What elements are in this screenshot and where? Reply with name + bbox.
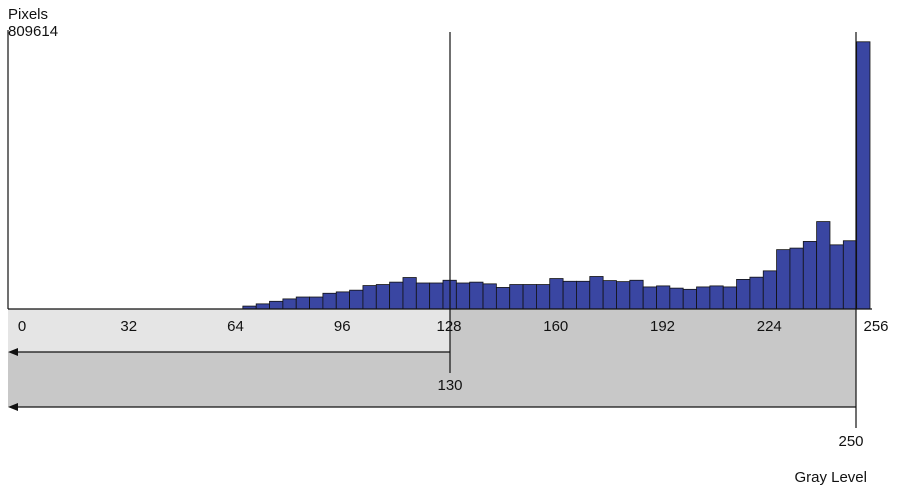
histogram-bar	[509, 284, 524, 310]
x-axis-label: Gray Level	[794, 469, 867, 486]
histogram-bar	[522, 284, 537, 310]
histogram-bar	[629, 279, 644, 310]
x-tick-labels: 0 32 64 96 128 160 192 224 256	[18, 318, 889, 335]
threshold-arrow-2-head	[8, 403, 18, 411]
x-tick-label: 64	[227, 318, 244, 335]
histogram-bar	[709, 285, 724, 310]
band-upper-light	[8, 309, 450, 352]
histogram-bar	[375, 284, 391, 310]
histogram-bar	[722, 286, 737, 310]
y-max-label: 809614	[8, 23, 58, 40]
x-tick-label: 32	[120, 318, 137, 335]
histogram-bar	[856, 41, 871, 310]
x-tick-label: 96	[334, 318, 351, 335]
histogram-bar	[389, 281, 404, 310]
histogram-bar	[482, 283, 497, 310]
histogram-bar	[562, 280, 577, 310]
histogram-bar	[762, 270, 777, 310]
x-tick-label: 224	[757, 318, 782, 335]
histogram-bar	[549, 278, 564, 310]
histogram-bar	[789, 247, 804, 310]
histogram-bar	[536, 284, 551, 310]
histogram-bar	[589, 276, 604, 310]
histogram-bar	[429, 282, 444, 310]
histogram-bar	[402, 277, 417, 310]
histogram-bar	[736, 279, 751, 310]
histogram-bar	[322, 292, 337, 310]
histogram-bar	[829, 244, 844, 310]
histogram-bar	[362, 285, 377, 310]
threshold-label-1: 130	[437, 377, 462, 394]
x-tick-label: 128	[436, 318, 461, 335]
histogram-bar	[802, 241, 818, 310]
histogram-bar	[749, 276, 764, 310]
histogram-bar	[682, 288, 697, 310]
histogram-bar	[255, 303, 270, 310]
histogram-bar	[469, 281, 484, 310]
histogram-bar	[282, 298, 297, 310]
histogram-bar	[295, 296, 310, 310]
histogram-bar	[349, 289, 364, 310]
histogram-bar	[616, 281, 631, 310]
x-tick-label: 192	[650, 318, 675, 335]
y-axis-label: Pixels	[8, 6, 48, 23]
threshold-arrow-1-head	[8, 348, 18, 356]
band-upper-dark	[450, 309, 856, 352]
histogram-bar	[495, 287, 511, 310]
histogram-bar	[602, 280, 617, 310]
histogram-bar	[269, 300, 284, 310]
x-tick-label: 256	[863, 318, 888, 335]
histogram-bar	[656, 285, 671, 310]
histogram-bar	[309, 296, 324, 310]
histogram-bar	[776, 249, 791, 310]
band-lower	[8, 352, 856, 407]
histogram-bar	[816, 221, 831, 310]
x-tick-label: 0	[18, 318, 26, 335]
histogram-bar	[842, 240, 858, 310]
threshold-label-2: 250	[838, 433, 863, 450]
histogram-bar	[696, 286, 711, 310]
histogram-bars	[242, 41, 871, 310]
histogram-bar	[455, 282, 471, 310]
histogram-bar	[415, 282, 431, 310]
histogram-bar	[642, 286, 657, 310]
histogram-bar	[669, 287, 684, 310]
histogram-bar	[576, 280, 591, 310]
histogram-bar	[335, 291, 350, 310]
x-tick-label: 160	[543, 318, 568, 335]
